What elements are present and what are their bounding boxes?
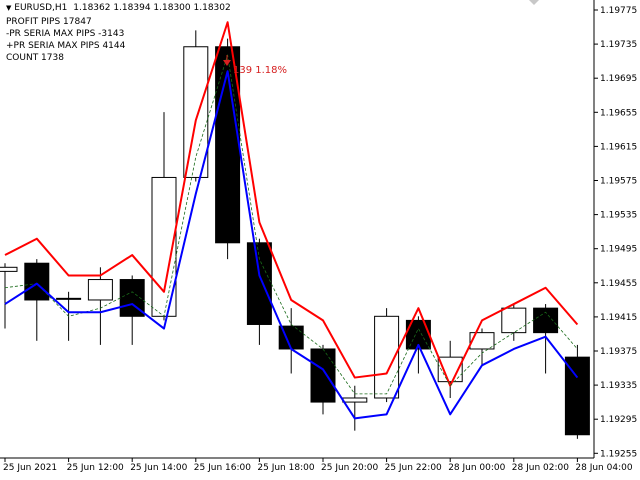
annotation-arrow-icon <box>223 55 231 66</box>
candle-body-bull <box>501 307 527 334</box>
x-tick-label: 25 Jun 14:00 <box>130 463 187 473</box>
lower-band-line <box>4 70 579 420</box>
info-neg-series-max: -PR SERIA MAX PIPS -3143 <box>6 29 125 39</box>
x-axis: 25 Jun 2021 25 Jun 12:00 25 Jun 14:00 25 Ju… <box>3 458 633 473</box>
x-tick-label: 25 Jun 18:00 <box>257 463 314 473</box>
candle-body-bull <box>183 46 209 178</box>
series-group <box>4 21 579 420</box>
y-tick-label: 1.19295 <box>600 415 637 425</box>
candle-body-bull <box>469 332 495 350</box>
candle-body-bear <box>215 46 241 244</box>
y-tick-label: 1.19495 <box>600 245 637 255</box>
y-tick-label: 1.19375 <box>600 347 637 357</box>
middle-signal-line <box>4 54 578 395</box>
y-tick-label: 1.19735 <box>600 40 637 50</box>
candle-body-bear <box>564 356 590 436</box>
info-profit-pips: PROFIT PIPS 17847 <box>6 17 92 27</box>
y-tick-label: 1.19415 <box>600 313 637 323</box>
y-axis: 1.19775 1.19735 1.19695 1.19655 1.19615 1.195… <box>594 6 637 459</box>
scroll-marker-icon[interactable] <box>529 0 539 5</box>
x-tick-label: 25 Jun 22:00 <box>385 463 442 473</box>
candle-body-bear <box>533 307 559 334</box>
upper-band-line <box>4 21 579 387</box>
candles-group <box>0 30 590 439</box>
x-tick-label: 25 Jun 12:00 <box>67 463 124 473</box>
annotation-label: 139 1.18% <box>233 65 287 76</box>
ohlc-label: 1.18362 1.18394 1.18300 1.18302 <box>73 3 231 13</box>
y-tick-label: 1.19535 <box>600 211 637 221</box>
x-tick-label: 28 Jun 02:00 <box>512 463 569 473</box>
candle-body-bear <box>310 348 336 403</box>
candle-body-bull <box>56 297 82 300</box>
y-tick-label: 1.19775 <box>600 6 637 16</box>
x-tick-label: 28 Jun 00:00 <box>448 463 505 473</box>
candle-body-bear <box>24 262 50 301</box>
x-tick-label: 28 Jun 04:00 <box>575 463 632 473</box>
x-tick-label: 25 Jun 2021 <box>3 463 57 473</box>
x-tick-label: 25 Jun 20:00 <box>321 463 378 473</box>
info-count: COUNT 1738 <box>6 53 64 63</box>
symbol-marker-icon: ▼ <box>6 4 12 12</box>
candle-body-bull <box>342 397 368 403</box>
y-tick-label: 1.19695 <box>600 74 637 84</box>
y-tick-label: 1.19455 <box>600 279 637 289</box>
x-tick-label: 25 Jun 16:00 <box>194 463 251 473</box>
info-pos-series-max: +PR SERIA MAX PIPS 4144 <box>6 41 126 51</box>
y-tick-label: 1.19255 <box>600 449 637 459</box>
y-tick-label: 1.19335 <box>600 381 637 391</box>
candle-body-bear <box>246 242 272 325</box>
y-tick-label: 1.19615 <box>600 142 637 152</box>
chart-header: ▼ EURUSD,H1 1.18362 1.18394 1.18300 1.18… <box>6 3 231 14</box>
candle-body-bull <box>87 279 113 301</box>
symbol-label: EURUSD,H1 <box>14 3 68 13</box>
candle-body-bull <box>0 266 18 272</box>
y-tick-label: 1.19575 <box>600 177 637 187</box>
y-tick-label: 1.19655 <box>600 108 637 118</box>
